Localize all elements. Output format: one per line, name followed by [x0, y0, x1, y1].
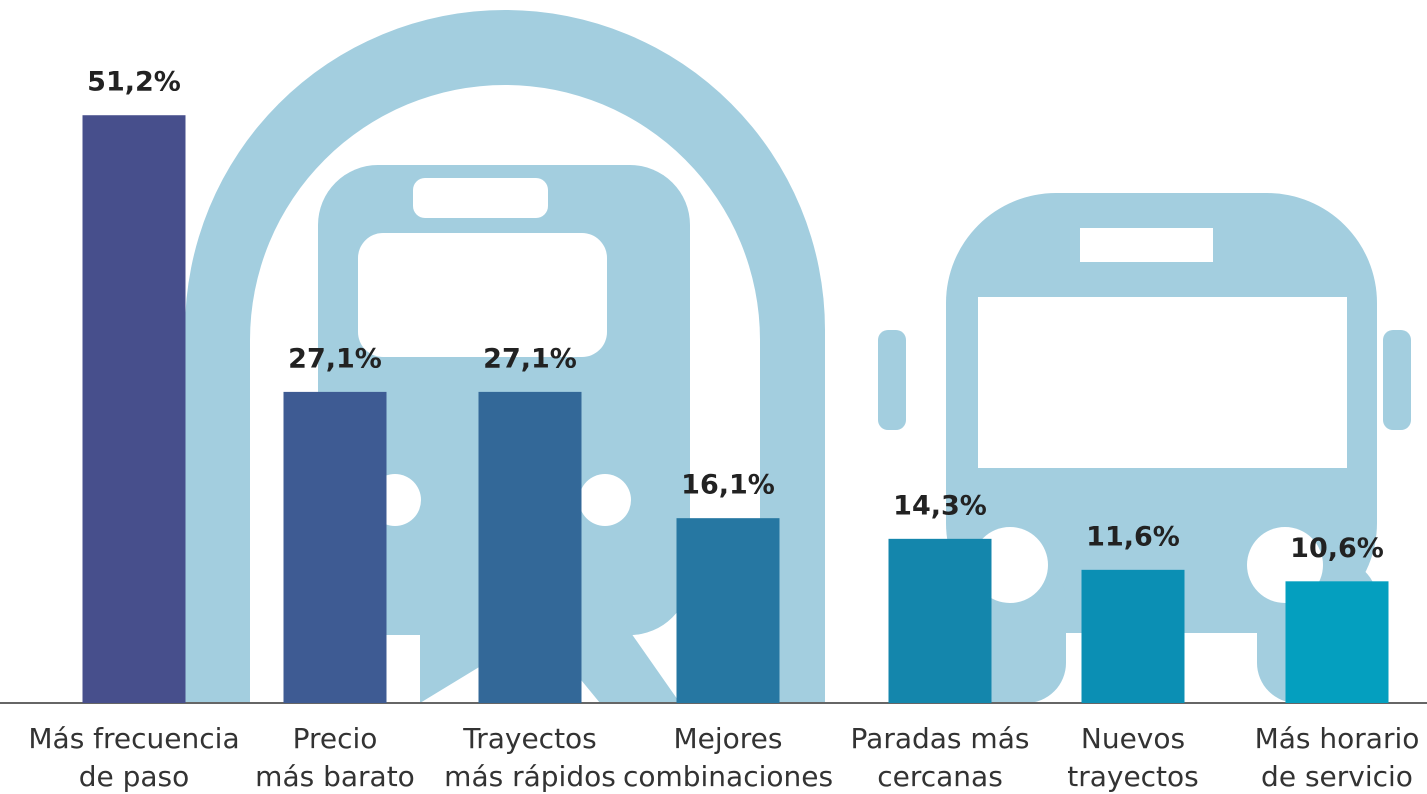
bar: [82, 115, 186, 703]
pictogram-cutouts: [358, 178, 1347, 603]
value-label: 51,2%: [87, 67, 181, 98]
bar: [1285, 581, 1389, 703]
bar: [478, 391, 582, 703]
bar: [888, 538, 992, 703]
value-label: 10,6%: [1290, 533, 1384, 564]
x-tick-label: Nuevos trayectos: [1067, 722, 1199, 793]
bar: [1081, 569, 1185, 703]
bar: [676, 518, 780, 703]
value-label: 11,6%: [1086, 521, 1180, 552]
value-label: 27,1%: [483, 343, 577, 374]
value-label: 16,1%: [681, 470, 775, 501]
value-label: 27,1%: [288, 343, 382, 374]
bar: [283, 391, 387, 703]
x-tick-label: Trayectos más rápidos: [444, 722, 616, 793]
x-tick-label: Mejores combinaciones: [623, 722, 833, 793]
value-label: 14,3%: [893, 490, 987, 521]
x-tick-label: Más frecuencia de paso: [28, 722, 239, 793]
x-tick-label: Más horario de servicio: [1255, 722, 1420, 793]
x-tick-label: Precio más barato: [255, 722, 415, 793]
x-tick-label: Paradas más cercanas: [851, 722, 1030, 793]
